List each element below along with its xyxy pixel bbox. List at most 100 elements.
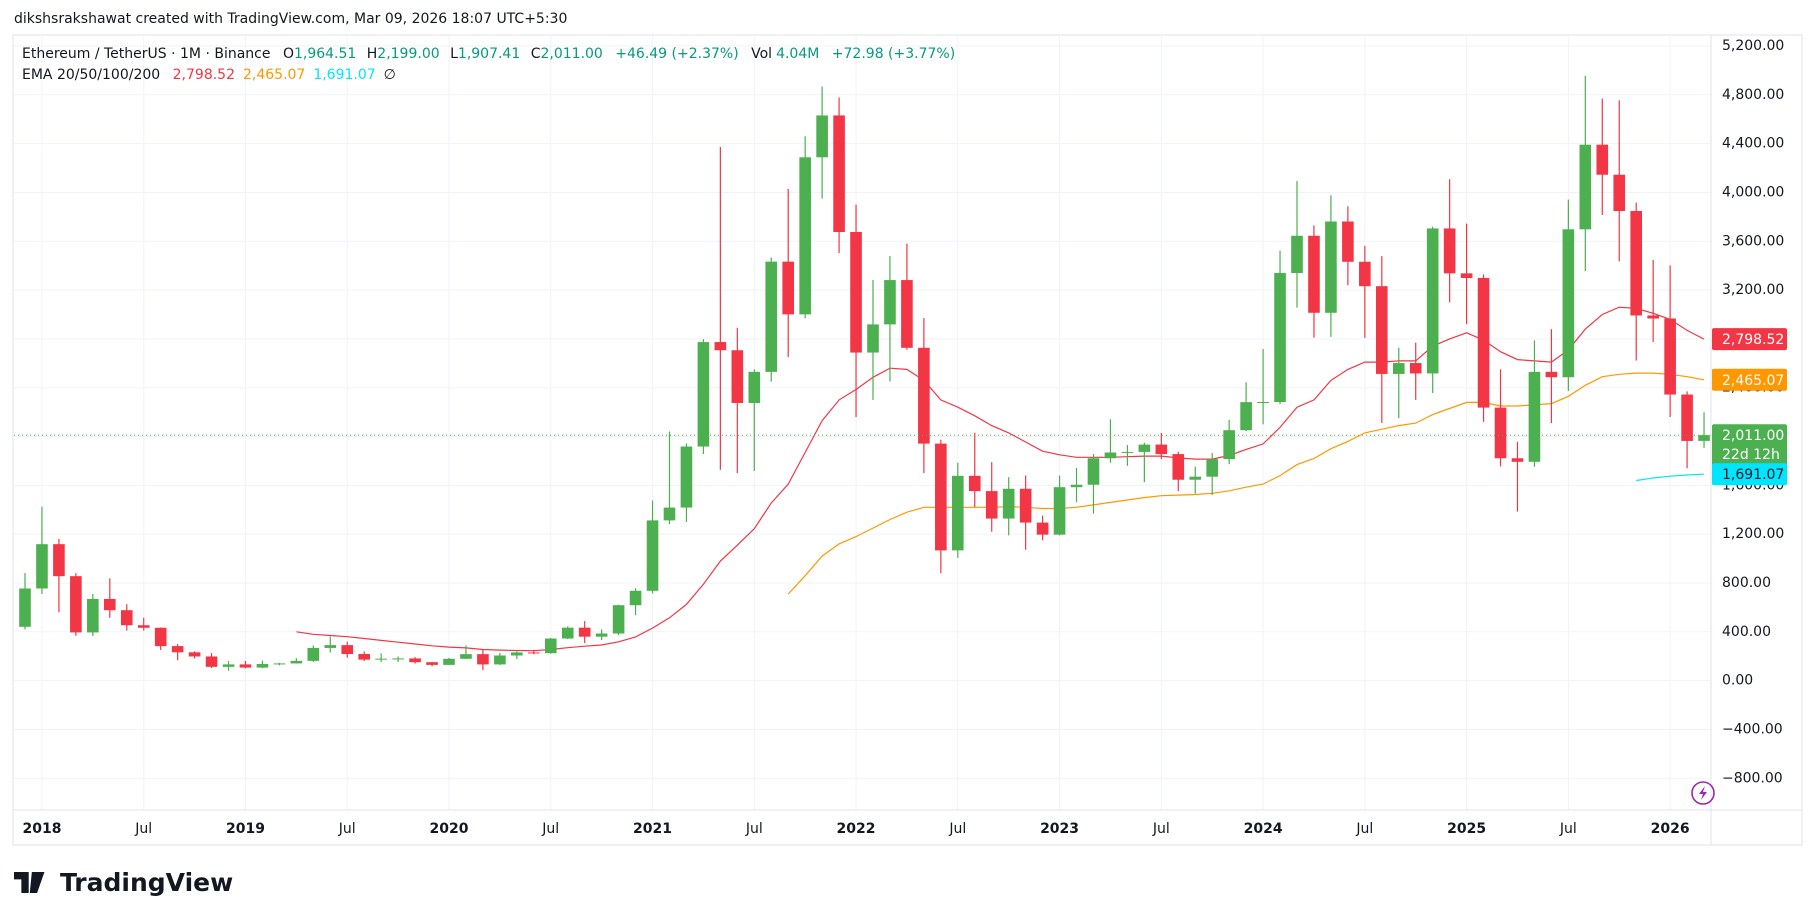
l-value: 1,907.41	[458, 46, 520, 62]
candle-body	[1240, 402, 1252, 431]
candle-body	[1426, 228, 1439, 374]
candle-body	[1308, 235, 1320, 313]
h-value: 2,199.00	[377, 46, 439, 62]
c-value: 2,011.00	[540, 46, 602, 62]
candle-body	[1630, 210, 1642, 316]
candle-body	[1477, 277, 1490, 408]
c-label: C	[531, 46, 541, 62]
legend-ema: EMA 20/50/100/200 2,798.52 2,465.07 1,691.…	[22, 67, 396, 83]
candle-body	[867, 324, 879, 353]
candle-body	[663, 507, 676, 521]
h-label: H	[367, 46, 378, 62]
x-tick-label: Jul	[948, 821, 966, 837]
ema-tag	[1712, 328, 1787, 351]
candle-body	[1342, 221, 1354, 262]
change: +46.49 (+2.37%)	[615, 46, 738, 62]
candle-body	[901, 280, 913, 348]
candle-body	[1460, 273, 1473, 278]
candle-body	[1155, 444, 1168, 455]
candle-body	[358, 654, 370, 660]
candle-body	[1223, 430, 1235, 460]
candle-body	[612, 605, 625, 634]
x-tick-label: 2019	[226, 821, 265, 837]
y-tick-label: 4,000.00	[1722, 184, 1784, 200]
ema-200-value: ∅	[384, 67, 396, 83]
candle-body	[1291, 235, 1303, 273]
candle-body	[748, 371, 761, 403]
candle-body	[1376, 286, 1388, 374]
x-tick-label: 2018	[22, 821, 61, 837]
candle-body	[1409, 363, 1422, 374]
x-tick-label: 2023	[1040, 821, 1079, 837]
candle-body	[70, 576, 82, 633]
candle-body	[1443, 228, 1456, 274]
vol-change: +72.98 (+3.77%)	[832, 46, 955, 62]
candle-body	[1104, 452, 1117, 459]
x-tick-label: 2022	[837, 821, 876, 837]
x-tick-label: Jul	[1559, 821, 1577, 837]
footer-logo[interactable]	[14, 872, 45, 893]
y-tick-label: 3,200.00	[1722, 282, 1784, 298]
candle-body	[1579, 144, 1592, 230]
candle-body	[154, 627, 167, 647]
candle-body	[171, 646, 184, 653]
candle-body	[697, 342, 710, 447]
candle-body	[1647, 315, 1659, 319]
ema-value: 2,465.07	[243, 67, 305, 83]
candle-body	[884, 280, 896, 325]
candle-body	[1698, 435, 1710, 441]
candle-body	[968, 475, 981, 492]
legend-symbol: Ethereum / TetherUS · 1M · Binance O1,96…	[22, 46, 955, 62]
ema-label: EMA 20/50/100/200	[22, 67, 160, 83]
x-tick-label: 2021	[633, 821, 672, 837]
candle-body	[104, 598, 116, 611]
candle-body	[1511, 458, 1524, 462]
candle-body	[341, 645, 354, 655]
candle-body	[714, 342, 727, 351]
candle-body	[731, 350, 744, 403]
candle-body	[1070, 484, 1083, 488]
candle-body	[1172, 454, 1185, 480]
candle-body	[1596, 144, 1609, 175]
replay-icon[interactable]	[1691, 781, 1715, 805]
y-tick-label: 1,200.00	[1722, 526, 1784, 542]
candle-body	[307, 647, 320, 661]
l-label: L	[450, 46, 458, 62]
ema-tag-label: 1,691.07	[1722, 467, 1784, 483]
candle-body	[918, 347, 930, 444]
x-tick-label: Jul	[1152, 821, 1170, 837]
y-tick-label: 3,600.00	[1722, 233, 1784, 249]
y-tick-label: −800.00	[1722, 770, 1783, 786]
vol-label: Vol	[751, 46, 772, 62]
candle-body	[19, 588, 31, 627]
candle-body	[1359, 261, 1371, 287]
candle-body	[544, 638, 557, 654]
x-tick-label: Jul	[134, 821, 152, 837]
x-tick-label: Jul	[745, 821, 763, 837]
watermark: dikshsrakshawat created with TradingView…	[14, 11, 567, 27]
candle-body	[1002, 488, 1015, 519]
candle-body	[782, 261, 794, 315]
candle-body	[137, 625, 150, 628]
ema-tag-label: 2,465.07	[1722, 373, 1784, 389]
candle-body	[985, 491, 998, 519]
candle-body	[409, 658, 421, 663]
x-tick-label: Jul	[338, 821, 356, 837]
candle-body	[53, 544, 65, 577]
candle-body	[87, 598, 99, 633]
o-value: 1,964.51	[294, 46, 356, 62]
ema-line	[296, 306, 1705, 652]
x-tick-label: 2024	[1244, 821, 1283, 837]
x-tick-label: 2020	[430, 821, 469, 837]
candle-body	[528, 652, 540, 654]
candle-body	[765, 261, 778, 372]
candle-body	[477, 654, 489, 665]
candle-body	[935, 443, 947, 551]
candle-body	[595, 633, 608, 637]
candle-body	[799, 157, 811, 315]
last-price-label: 2,011.00	[1722, 428, 1784, 444]
candle-body	[290, 660, 303, 664]
candle-body	[1494, 407, 1507, 459]
candle-body	[392, 658, 404, 660]
